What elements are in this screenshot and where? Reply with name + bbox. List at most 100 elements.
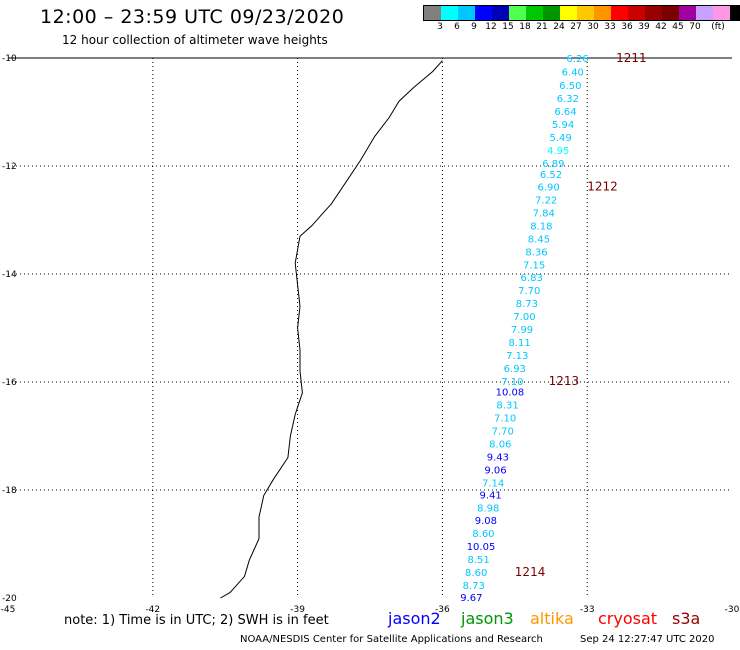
swh-value: 9.67 <box>460 593 482 604</box>
legend-label: 21 <box>536 22 548 32</box>
time-label: 1211 <box>616 51 647 65</box>
legend-swatch <box>577 6 594 20</box>
coastline <box>220 60 443 599</box>
swh-value: 6.64 <box>554 107 576 118</box>
legend-swatch <box>475 6 492 20</box>
swh-value: 8.51 <box>467 555 489 566</box>
legend-swatch <box>492 6 509 20</box>
legend-swatch <box>696 6 713 20</box>
satellite-name: s3a <box>672 609 701 628</box>
swh-value: 4.95 <box>547 146 569 157</box>
swh-value: 8.45 <box>528 234 550 245</box>
lon-tick-label: -39 <box>290 605 305 615</box>
legend-swatch <box>645 6 662 20</box>
lat-tick-label: -14 <box>2 270 17 280</box>
legend-swatch <box>594 6 611 20</box>
swh-value: 6.89 <box>542 159 564 170</box>
swh-value: 6.32 <box>557 94 579 105</box>
swh-value: 8.36 <box>525 247 547 258</box>
swh-value: 6.83 <box>521 273 543 284</box>
lat-tick-label: -16 <box>2 378 17 388</box>
swh-value: 8.73 <box>463 581 485 592</box>
swh-value: 7.70 <box>518 286 540 297</box>
lat-tick-label: -12 <box>2 162 17 172</box>
swh-value: 7.22 <box>535 195 557 206</box>
map-title: 12:00 – 23:59 UTC 09/23/2020 <box>40 6 345 28</box>
legend-label: 9 <box>471 22 477 32</box>
footer-credit: NOAA/NESDIS Center for Satellite Applica… <box>240 634 543 645</box>
swh-value: 9.08 <box>475 516 497 527</box>
swh-value: 8.73 <box>516 299 538 310</box>
legend-swatch <box>713 6 730 20</box>
legend-swatch <box>441 6 458 20</box>
legend-label: 18 <box>519 22 531 32</box>
swh-value: 7.84 <box>533 208 555 219</box>
swh-value: 6.52 <box>540 170 562 181</box>
footer-timestamp: Sep 24 12:27:47 UTC 2020 <box>580 634 715 645</box>
lon-tick-label: -33 <box>580 605 595 615</box>
legend-swatch <box>679 6 696 20</box>
swh-value: 10.05 <box>467 542 496 553</box>
legend-swatch <box>730 6 740 20</box>
swh-value: 7.14 <box>482 478 504 489</box>
legend-label: 45 <box>672 22 684 32</box>
swh-value: 7.15 <box>523 260 545 271</box>
satellite-name: cryosat <box>598 609 658 628</box>
legend-label: 12 <box>485 22 497 32</box>
lon-tick-label: -42 <box>145 605 160 615</box>
swh-value: 8.06 <box>489 440 511 451</box>
legend-swatch <box>611 6 628 20</box>
legend-label: 33 <box>604 22 616 32</box>
lon-tick-label: -36 <box>435 605 450 615</box>
swh-value: 8.60 <box>465 568 487 579</box>
swh-value: 5.49 <box>550 133 572 144</box>
satellite-name: jason2 <box>388 609 441 628</box>
legend-label: 42 <box>655 22 667 32</box>
legend-swatch <box>628 6 645 20</box>
swh-value: 6.26 <box>566 54 588 65</box>
swh-value: 7.70 <box>492 427 514 438</box>
swh-value: 8.11 <box>508 338 530 349</box>
legend-label: 3 <box>437 22 443 32</box>
lon-tick-label: -45 <box>1 605 16 615</box>
map-subtitle: 12 hour collection of altimeter wave hei… <box>62 33 328 47</box>
swh-value: 9.06 <box>484 465 506 476</box>
swh-value: 6.40 <box>562 68 584 79</box>
swh-value: 8.31 <box>496 401 518 412</box>
legend-label: 39 <box>638 22 650 32</box>
swh-value: 8.18 <box>530 221 552 232</box>
legend-swatch <box>560 6 577 20</box>
swh-value: 7.10 <box>501 377 523 388</box>
legend-swatch <box>543 6 560 20</box>
swh-value: 8.98 <box>477 503 499 514</box>
swh-value: 6.93 <box>504 364 526 375</box>
legend-unit: (ft) <box>711 22 725 32</box>
time-label: 1213 <box>549 374 580 388</box>
legend-label: 24 <box>553 22 565 32</box>
satellite-name: jason3 <box>461 609 514 628</box>
legend-swatch <box>509 6 526 20</box>
swh-value: 5.94 <box>552 120 574 131</box>
time-label: 1214 <box>515 565 546 579</box>
legend-label: 6 <box>454 22 460 32</box>
swh-value: 7.99 <box>511 325 533 336</box>
swh-value: 6.90 <box>537 183 559 194</box>
footer-note: note: 1) Time is in UTC; 2) SWH is in fe… <box>64 613 329 628</box>
legend-swatch <box>662 6 679 20</box>
time-label: 1212 <box>587 180 618 194</box>
swh-value: 7.13 <box>506 351 528 362</box>
legend-swatch <box>526 6 543 20</box>
legend-swatch <box>424 6 441 20</box>
swh-value: 7.10 <box>494 414 516 425</box>
lon-tick-label: -30 <box>725 605 740 615</box>
color-legend <box>423 5 740 21</box>
swh-value: 9.43 <box>487 453 509 464</box>
swh-value: 7.00 <box>513 312 535 323</box>
legend-label: 27 <box>570 22 582 32</box>
lat-tick-label: -20 <box>2 594 17 604</box>
legend-label: 15 <box>502 22 514 32</box>
swh-value: 8.60 <box>472 529 494 540</box>
legend-label: 30 <box>587 22 599 32</box>
legend-swatch <box>458 6 475 20</box>
